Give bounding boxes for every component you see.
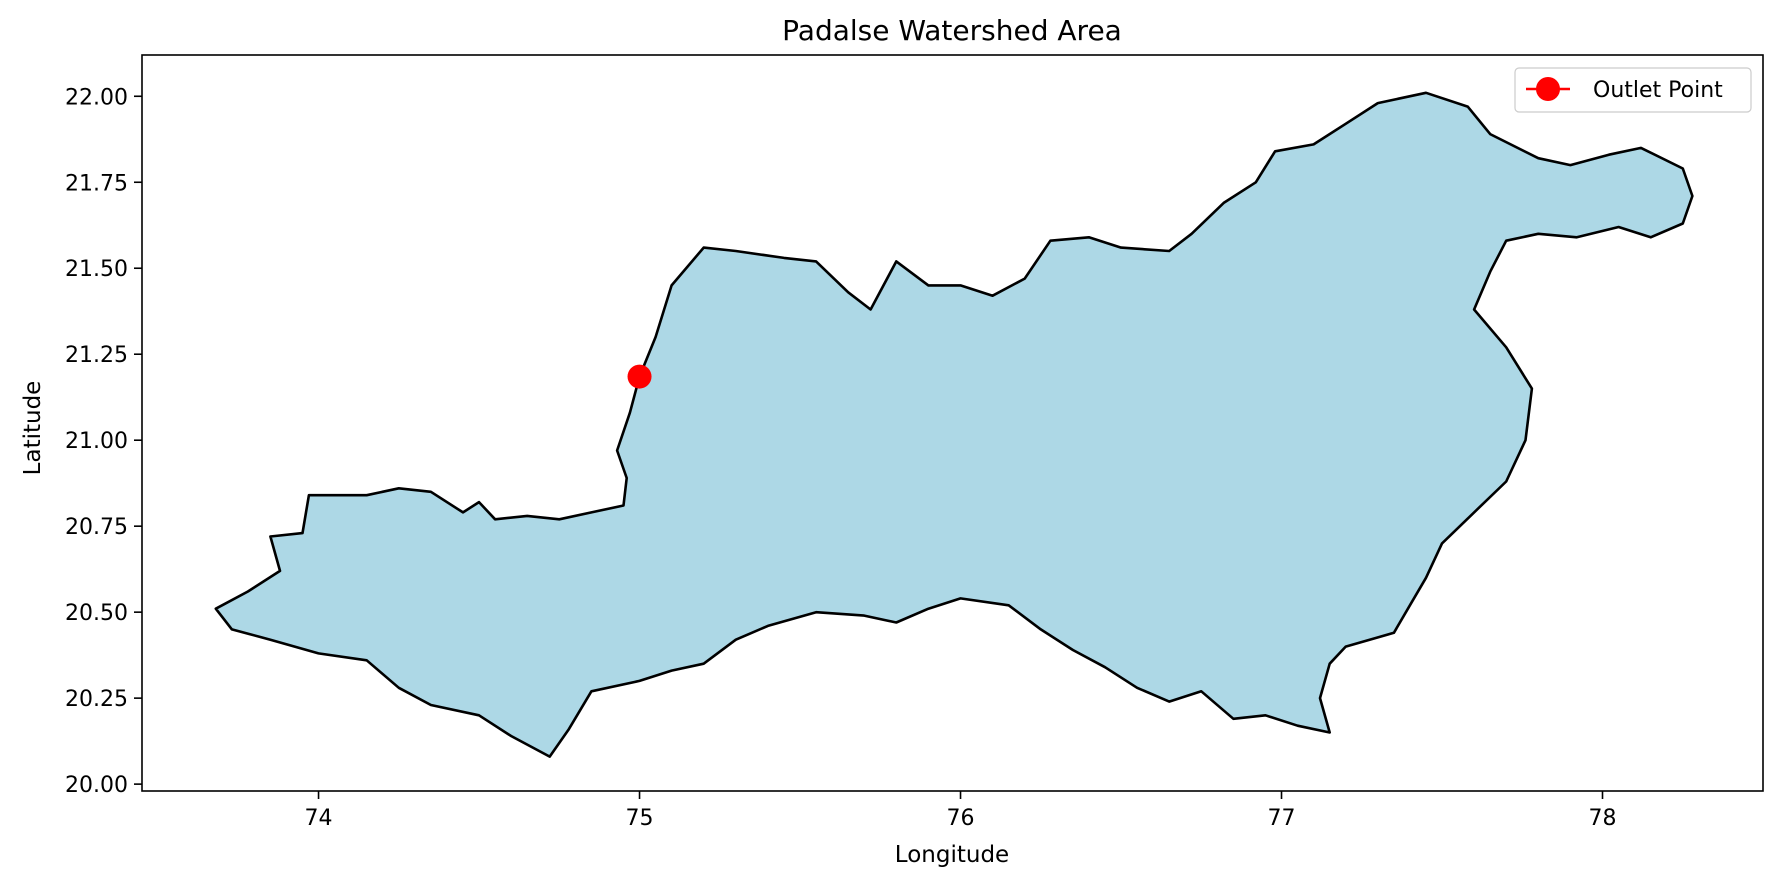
x-tick-label: 78 [1589,806,1617,831]
y-tick-label: 22.00 [65,85,128,110]
y-tick-label: 21.00 [65,429,128,454]
y-tick-label: 21.25 [65,343,128,368]
plot-title: Padalse Watershed Area [782,14,1122,47]
x-axis-ticks: 74 75 76 77 78 [305,791,1617,831]
y-tick-label: 20.25 [65,687,128,712]
y-tick-label: 20.00 [65,773,128,798]
outlet-layer [627,364,652,389]
watershed-polygon [214,91,1694,758]
x-tick-label: 75 [626,806,654,831]
outlet-point-marker [627,364,652,389]
x-tick-label: 74 [305,806,333,831]
x-tick-label: 76 [947,806,975,831]
x-axis-title: Longitude [895,842,1009,868]
x-tick-label: 77 [1268,806,1296,831]
y-tick-label: 21.75 [65,171,128,196]
legend-label-outlet-point: Outlet Point [1593,78,1723,103]
legend-outlet-marker [1536,77,1560,101]
y-axis-ticks: 20.00 20.25 20.50 20.75 21.00 21.25 21.50 21.75… [65,85,142,798]
axes-frame [141,54,1764,792]
y-tick-label: 20.50 [65,601,128,626]
y-tick-label: 21.50 [65,257,128,282]
y-axis-title: Latitude [20,381,46,476]
legend: Outlet Point [1514,67,1752,113]
watershed-layer [214,91,1694,758]
y-tick-label: 20.75 [65,515,128,540]
legend-box [1514,67,1752,113]
